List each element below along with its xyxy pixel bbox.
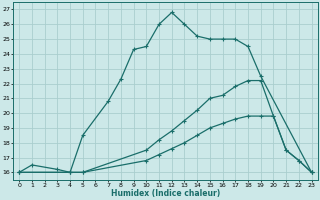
- X-axis label: Humidex (Indice chaleur): Humidex (Indice chaleur): [111, 189, 220, 198]
